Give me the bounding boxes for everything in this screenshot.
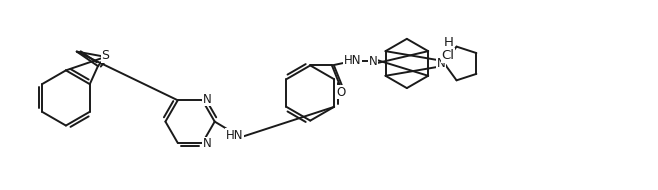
Text: Cl: Cl xyxy=(442,49,455,62)
Text: HN: HN xyxy=(226,129,243,142)
Text: N: N xyxy=(437,57,445,70)
Text: H: H xyxy=(443,36,453,49)
Text: HN: HN xyxy=(344,54,361,67)
Text: N: N xyxy=(369,55,378,68)
Text: N: N xyxy=(203,137,212,150)
Text: O: O xyxy=(336,86,345,99)
Text: N: N xyxy=(203,93,212,106)
Text: S: S xyxy=(101,49,110,62)
